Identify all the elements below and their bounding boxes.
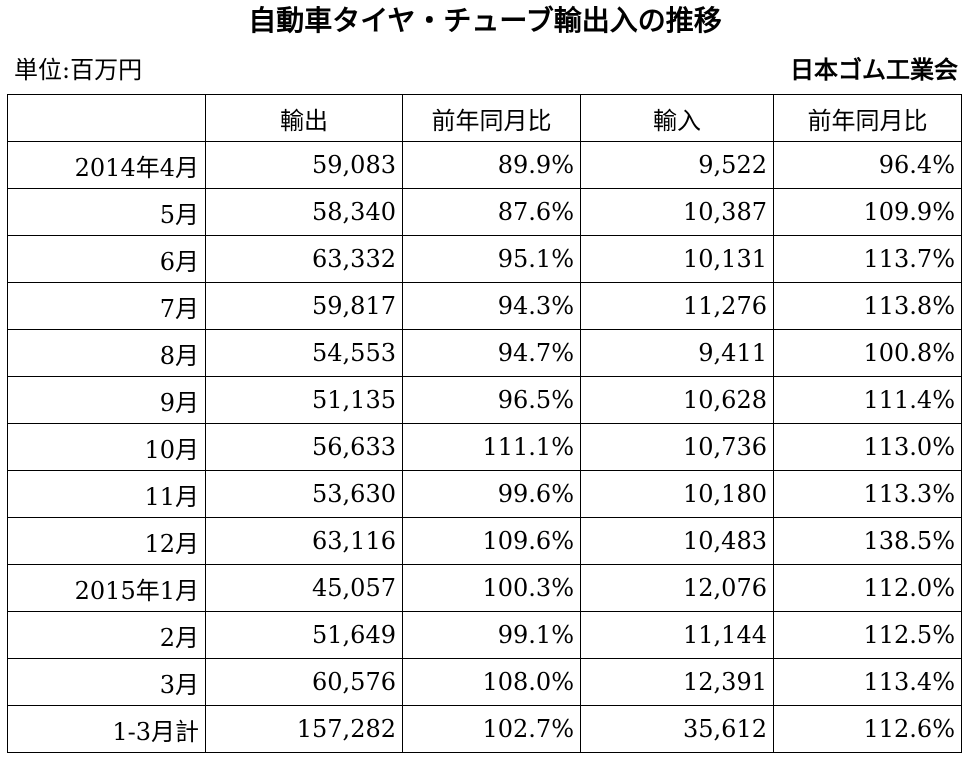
cell-import-yoy: 112.0% xyxy=(773,564,962,612)
table-row: 7月 59,817 94.3% 11,276 113.8% xyxy=(7,282,962,330)
table-row: 2月 51,649 99.1% 11,144 112.5% xyxy=(7,611,962,659)
header-export-yoy: 前年同月比 xyxy=(402,94,581,142)
table-row: 3月 60,576 108.0% 12,391 113.4% xyxy=(7,658,962,706)
cell-import: 12,076 xyxy=(580,564,774,612)
cell-import-yoy: 113.7% xyxy=(773,235,962,283)
table-row: 2014年4月 59,083 89.9% 9,522 96.4% xyxy=(7,141,962,189)
cell-period: 2月 xyxy=(7,611,206,659)
cell-period: 7月 xyxy=(7,282,206,330)
cell-export: 59,817 xyxy=(205,282,403,330)
cell-export: 51,649 xyxy=(205,611,403,659)
cell-import: 10,131 xyxy=(580,235,774,283)
table-row: 9月 51,135 96.5% 10,628 111.4% xyxy=(7,376,962,424)
table-row: 5月 58,340 87.6% 10,387 109.9% xyxy=(7,188,962,236)
cell-import-yoy: 109.9% xyxy=(773,188,962,236)
cell-period: 1-3月計 xyxy=(7,705,206,753)
cell-export-yoy: 102.7% xyxy=(402,705,581,753)
cell-import: 11,144 xyxy=(580,611,774,659)
cell-import: 10,180 xyxy=(580,470,774,518)
cell-export: 53,630 xyxy=(205,470,403,518)
cell-import-yoy: 113.3% xyxy=(773,470,962,518)
cell-import-yoy: 111.4% xyxy=(773,376,962,424)
cell-import: 10,387 xyxy=(580,188,774,236)
cell-export-yoy: 89.9% xyxy=(402,141,581,189)
header-blank xyxy=(7,94,206,142)
data-table: 輸出 前年同月比 輸入 前年同月比 2014年4月 59,083 89.9% 9,522 96.… xyxy=(7,94,962,753)
cell-import-yoy: 113.8% xyxy=(773,282,962,330)
table-row: 11月 53,630 99.6% 10,180 113.3% xyxy=(7,470,962,518)
cell-export: 60,576 xyxy=(205,658,403,706)
cell-export: 54,553 xyxy=(205,329,403,377)
cell-export-yoy: 96.5% xyxy=(402,376,581,424)
cell-export-yoy: 109.6% xyxy=(402,517,581,565)
cell-export: 63,116 xyxy=(205,517,403,565)
cell-period: 2015年1月 xyxy=(7,564,206,612)
page-title: 自動車タイヤ・チューブ輸出入の推移 xyxy=(248,4,722,37)
cell-period: 8月 xyxy=(7,329,206,377)
table-row: 1-3月計 157,282 102.7% 35,612 112.6% xyxy=(7,705,962,753)
cell-export: 59,083 xyxy=(205,141,403,189)
table-row: 2015年1月 45,057 100.3% 12,076 112.0% xyxy=(7,564,962,612)
cell-import-yoy: 112.5% xyxy=(773,611,962,659)
cell-export: 51,135 xyxy=(205,376,403,424)
cell-export-yoy: 94.3% xyxy=(402,282,581,330)
header-export: 輸出 xyxy=(205,94,403,142)
unit-label: 単位:百万円 xyxy=(14,56,143,84)
cell-export: 157,282 xyxy=(205,705,403,753)
cell-export-yoy: 111.1% xyxy=(402,423,581,471)
cell-export: 56,633 xyxy=(205,423,403,471)
cell-export: 63,332 xyxy=(205,235,403,283)
cell-export-yoy: 95.1% xyxy=(402,235,581,283)
table-row: 6月 63,332 95.1% 10,131 113.7% xyxy=(7,235,962,283)
cell-import-yoy: 113.4% xyxy=(773,658,962,706)
table-row: 12月 63,116 109.6% 10,483 138.5% xyxy=(7,517,962,565)
header-import: 輸入 xyxy=(580,94,774,142)
cell-import: 11,276 xyxy=(580,282,774,330)
cell-export-yoy: 108.0% xyxy=(402,658,581,706)
cell-period: 5月 xyxy=(7,188,206,236)
cell-import: 9,411 xyxy=(580,329,774,377)
cell-period: 6月 xyxy=(7,235,206,283)
cell-export: 45,057 xyxy=(205,564,403,612)
cell-period: 11月 xyxy=(7,470,206,518)
cell-import: 10,736 xyxy=(580,423,774,471)
cell-import-yoy: 138.5% xyxy=(773,517,962,565)
cell-period: 12月 xyxy=(7,517,206,565)
table-row: 8月 54,553 94.7% 9,411 100.8% xyxy=(7,329,962,377)
cell-export-yoy: 100.3% xyxy=(402,564,581,612)
cell-import: 9,522 xyxy=(580,141,774,189)
cell-import: 10,483 xyxy=(580,517,774,565)
cell-period: 3月 xyxy=(7,658,206,706)
cell-export: 58,340 xyxy=(205,188,403,236)
cell-import: 10,628 xyxy=(580,376,774,424)
table-row: 10月 56,633 111.1% 10,736 113.0% xyxy=(7,423,962,471)
cell-export-yoy: 99.6% xyxy=(402,470,581,518)
cell-import-yoy: 100.8% xyxy=(773,329,962,377)
cell-import: 12,391 xyxy=(580,658,774,706)
cell-import-yoy: 112.6% xyxy=(773,705,962,753)
header-import-yoy: 前年同月比 xyxy=(773,94,962,142)
cell-import: 35,612 xyxy=(580,705,774,753)
cell-period: 9月 xyxy=(7,376,206,424)
source-label: 日本ゴム工業会 xyxy=(790,56,958,84)
table-header-row: 輸出 前年同月比 輸入 前年同月比 xyxy=(7,94,962,142)
cell-export-yoy: 99.1% xyxy=(402,611,581,659)
cell-import-yoy: 96.4% xyxy=(773,141,962,189)
cell-import-yoy: 113.0% xyxy=(773,423,962,471)
cell-export-yoy: 94.7% xyxy=(402,329,581,377)
cell-period: 2014年4月 xyxy=(7,141,206,189)
cell-period: 10月 xyxy=(7,423,206,471)
cell-export-yoy: 87.6% xyxy=(402,188,581,236)
